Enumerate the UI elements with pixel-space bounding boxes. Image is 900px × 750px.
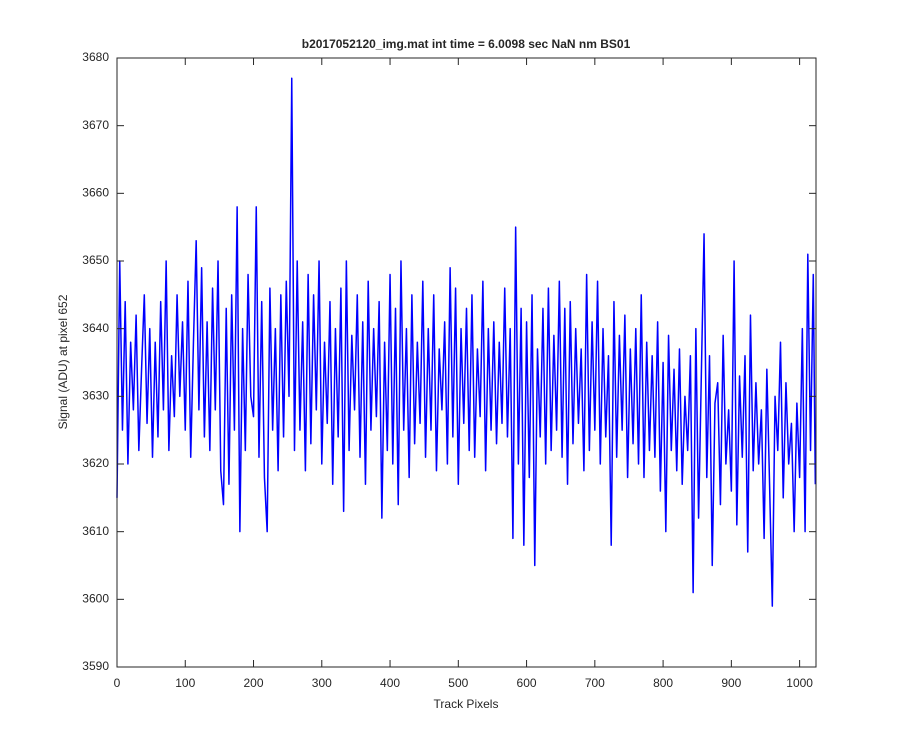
y-tick-label: 3650	[82, 253, 109, 267]
data-line	[116, 77, 817, 607]
x-tick-label: 400	[380, 676, 400, 690]
x-tick-label: 900	[721, 676, 741, 690]
x-tick-label: 0	[114, 676, 121, 690]
plot-frame	[116, 57, 817, 668]
y-tick-label: 3600	[82, 592, 109, 606]
y-tick-label: 3620	[82, 456, 109, 470]
x-tick-label: 200	[244, 676, 264, 690]
y-tick-label: 3610	[82, 524, 109, 538]
y-tick-label: 3670	[82, 118, 109, 132]
x-axis-label: Track Pixels	[434, 697, 499, 711]
y-tick-label: 3630	[82, 389, 109, 403]
x-tick-label: 1000	[786, 676, 813, 690]
x-tick-label: 800	[653, 676, 673, 690]
x-tick-label: 300	[312, 676, 332, 690]
x-tick-label: 600	[517, 676, 537, 690]
x-tick-label: 100	[175, 676, 195, 690]
y-tick-label: 3640	[82, 321, 109, 335]
y-tick-label: 3590	[82, 659, 109, 673]
y-tick-label: 3660	[82, 186, 109, 200]
x-tick-label: 700	[585, 676, 605, 690]
x-tick-label: 500	[448, 676, 468, 690]
y-axis-label: Signal (ADU) at pixel 652	[56, 294, 70, 429]
chart-title: b2017052120_img.mat int time = 6.0098 se…	[302, 37, 631, 51]
y-tick-label: 3680	[82, 50, 109, 64]
